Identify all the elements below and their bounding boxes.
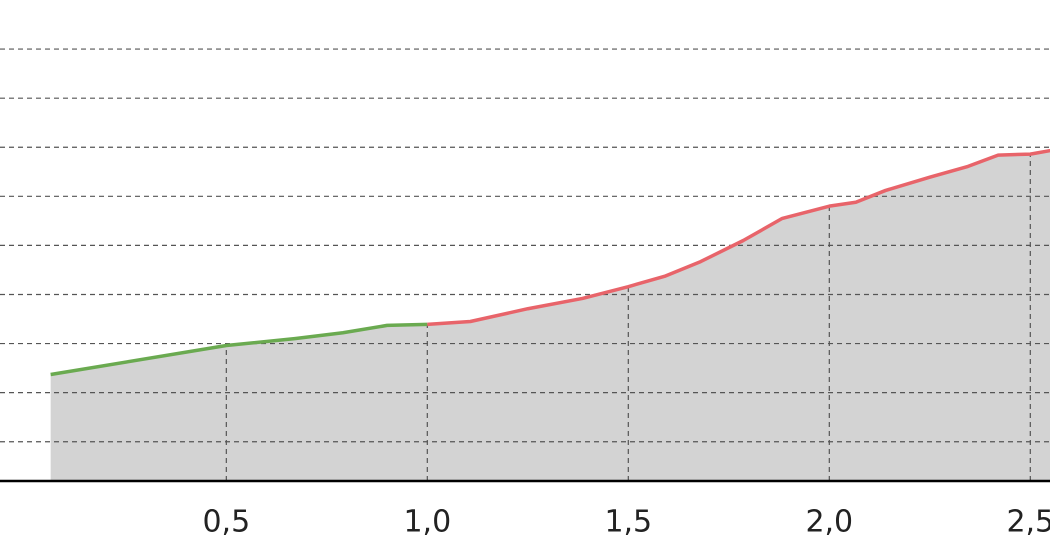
x-tick-label: 2,5: [1006, 505, 1050, 540]
x-tick-label: 1,5: [604, 505, 652, 540]
x-tick-label: 1,0: [403, 505, 451, 540]
area: [427, 150, 1050, 481]
line: [50, 322, 428, 377]
x-tick-label: 2,0: [805, 505, 853, 540]
x-tick-label: 0,5: [202, 505, 250, 540]
area: [50, 324, 428, 481]
line: [427, 148, 1050, 327]
